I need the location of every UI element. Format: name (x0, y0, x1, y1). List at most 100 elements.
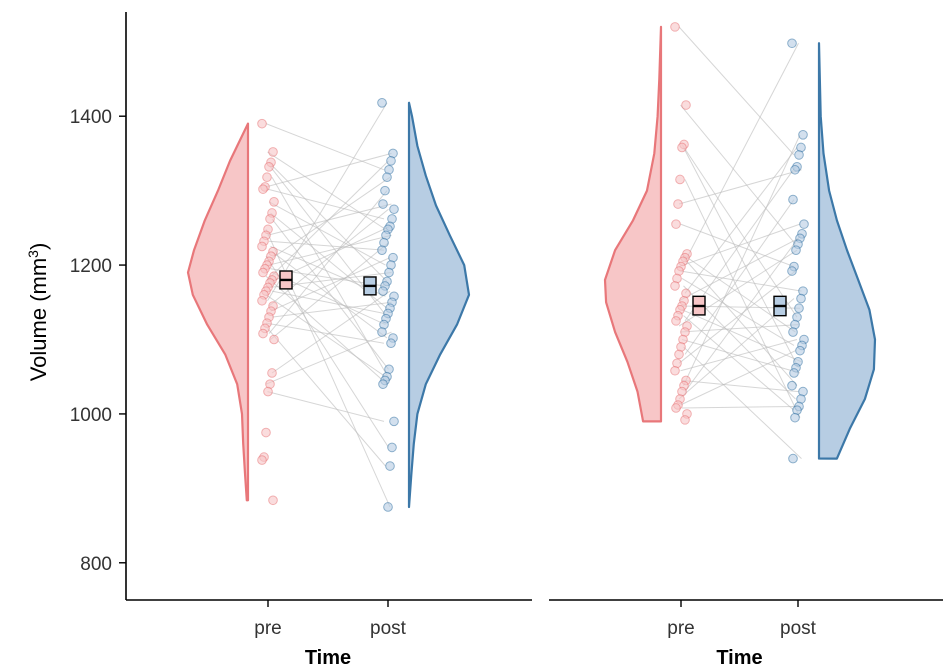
paired-line (683, 346, 802, 459)
paired-line (265, 152, 392, 188)
paired-line (267, 391, 385, 422)
paired-line (680, 350, 796, 406)
paired-line (680, 270, 802, 292)
paired-line (265, 331, 392, 385)
y-axis-title-superscript: 3 (25, 250, 41, 258)
data-point-post (788, 453, 798, 464)
data-point-pre (269, 196, 279, 207)
paired-line (684, 43, 799, 262)
data-point-post (384, 267, 394, 278)
paired-line (268, 208, 389, 307)
data-point-pre (677, 142, 687, 153)
density-pre (186, 122, 250, 502)
paired-line (267, 203, 392, 236)
data-point-post (382, 172, 392, 183)
density-post (407, 101, 471, 509)
data-point-pre (265, 214, 275, 224)
paired-line (267, 160, 389, 281)
data-point-post (799, 219, 809, 229)
paired-line (268, 161, 388, 282)
data-point-post (794, 150, 804, 160)
paired-line (680, 339, 798, 372)
data-point-post (796, 293, 806, 304)
data-point-post (377, 98, 387, 108)
paired-line (678, 26, 795, 156)
data-point-pre (670, 22, 680, 32)
data-point-post (790, 412, 800, 423)
data-point-post (383, 502, 393, 512)
y-tick-label: 800 (80, 554, 112, 575)
paired-line (268, 234, 392, 266)
paired-line (271, 290, 391, 374)
x-axis-title: Time (305, 647, 351, 669)
data-point-pre (671, 219, 681, 229)
x-tick-label-pre: pre (667, 618, 694, 639)
data-point-pre (261, 427, 271, 438)
y-axis-title-suffix: ) (26, 243, 51, 250)
data-point-post (377, 245, 387, 255)
data-point-pre (258, 184, 268, 194)
data-point-post (794, 303, 804, 314)
data-point-pre (673, 199, 683, 209)
data-point-pre (268, 147, 278, 157)
data-point-pre (675, 174, 685, 185)
data-point-post (378, 199, 388, 209)
chart-panels: pre post Time pre post Time (126, 22, 943, 669)
data-point-post (378, 379, 388, 389)
paired-line (270, 242, 389, 340)
paired-line (681, 405, 798, 409)
data-point-post (788, 194, 798, 205)
data-point-pre (680, 415, 690, 425)
data-point-pre (264, 162, 274, 172)
y-axis: 800 1000 1200 1400 (70, 12, 127, 600)
data-point-post (377, 327, 387, 337)
paired-line (683, 257, 798, 386)
paired-line (678, 237, 799, 302)
data-point-pre (263, 386, 273, 397)
data-point-post (787, 380, 797, 391)
data-point-pre (674, 349, 684, 360)
panel-1: pre post Time (126, 98, 532, 669)
paired-line (271, 301, 392, 318)
paired-line (681, 253, 796, 333)
paired-line (681, 379, 799, 393)
paired-line (267, 328, 386, 467)
density-pre (603, 25, 663, 423)
data-point-post (378, 286, 388, 296)
x-tick-label-pre: pre (254, 618, 281, 639)
paired-line (684, 179, 801, 418)
data-point-pre (670, 365, 680, 376)
y-tick-label: 1400 (70, 107, 112, 128)
data-point-pre (670, 281, 680, 291)
paired-line (265, 322, 385, 344)
data-point-post (380, 185, 390, 196)
data-point-post (389, 204, 399, 215)
data-point-post (787, 38, 797, 49)
paired-line (683, 315, 795, 411)
paired-line (268, 201, 386, 266)
data-point-pre (257, 455, 267, 465)
paired-line (268, 240, 385, 251)
data-point-pre (257, 118, 267, 129)
y-tick-label: 1000 (70, 405, 112, 426)
data-point-pre (268, 495, 278, 506)
paired-line (268, 190, 388, 334)
paired-line (680, 223, 795, 268)
data-point-post (385, 461, 395, 471)
data-point-post (789, 368, 799, 378)
data-point-post (787, 266, 797, 276)
data-point-post (386, 156, 396, 166)
x-tick-label-post: post (780, 618, 817, 639)
paired-line (684, 147, 798, 294)
data-point-pre (671, 403, 681, 413)
data-point-post (389, 416, 399, 427)
paired-line (271, 218, 389, 370)
paired-line (270, 257, 391, 312)
paired-line (265, 123, 385, 171)
y-axis-title-text: Volume (mm (26, 258, 51, 381)
data-point-pre (257, 295, 267, 306)
data-point-pre (671, 316, 681, 326)
data-point-pre (262, 172, 272, 183)
density-post (817, 42, 877, 460)
data-point-pre (257, 241, 267, 252)
